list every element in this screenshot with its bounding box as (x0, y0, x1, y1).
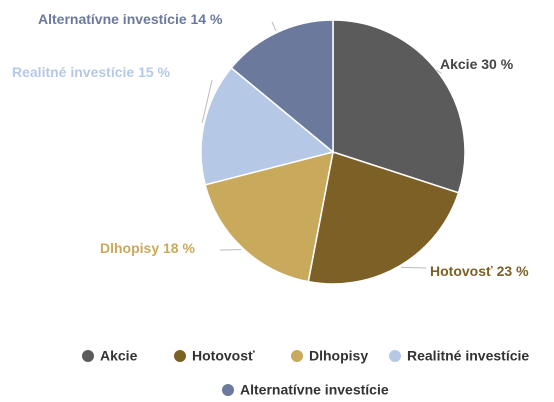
slice-label-name: Hotovosť (430, 263, 493, 279)
legend-label: Alternatívne investície (240, 382, 389, 398)
leader-line (401, 266, 427, 269)
leader-line (435, 69, 442, 74)
slice-label-value: 15 % (138, 64, 170, 80)
slice-label-value: 18 % (163, 240, 195, 256)
legend-marker (82, 350, 94, 362)
leader-line (271, 21, 277, 31)
legend-marker (291, 350, 303, 362)
pie-slice (230, 19, 334, 154)
slice-label-name: Realitné investície (12, 64, 134, 80)
slice-label-name: Alternatívne investície (38, 11, 187, 27)
pie-slice (332, 19, 466, 194)
slice-label-name: Dlhopisy (100, 240, 159, 256)
pie-slice (307, 151, 460, 285)
legend-marker (174, 350, 186, 362)
legend-label: Realitné investície (407, 348, 529, 364)
leader-line (201, 79, 213, 123)
slice-label: Dlhopisy 18 % (100, 240, 195, 256)
legend-item: Hotovosť (174, 348, 255, 364)
slice-label: Realitné investície 15 % (12, 64, 171, 80)
slice-label: Akcie 30 % (440, 56, 514, 72)
legend-item: Akcie (82, 348, 138, 364)
legend-item: Alternatívne investície (222, 382, 389, 398)
legend-marker (222, 384, 234, 396)
legend-label: Dlhopisy (309, 348, 368, 364)
legend-item: Dlhopisy (291, 348, 368, 364)
legend-label: Hotovosť (192, 348, 255, 364)
legend-item: Realitné investície (389, 348, 529, 364)
slice-label-value: 14 % (191, 11, 223, 27)
slice-label-name: Akcie (440, 56, 478, 72)
legend-marker (389, 350, 401, 362)
slice-label: Alternatívne investície 14 % (38, 11, 223, 27)
pie-slice (200, 66, 335, 186)
legend-label: Akcie (100, 348, 138, 364)
pie-slice (204, 150, 334, 283)
slice-label-value: 30 % (481, 56, 513, 72)
slice-label-value: 23 % (497, 263, 529, 279)
slice-label: Hotovosť 23 % (430, 263, 529, 279)
